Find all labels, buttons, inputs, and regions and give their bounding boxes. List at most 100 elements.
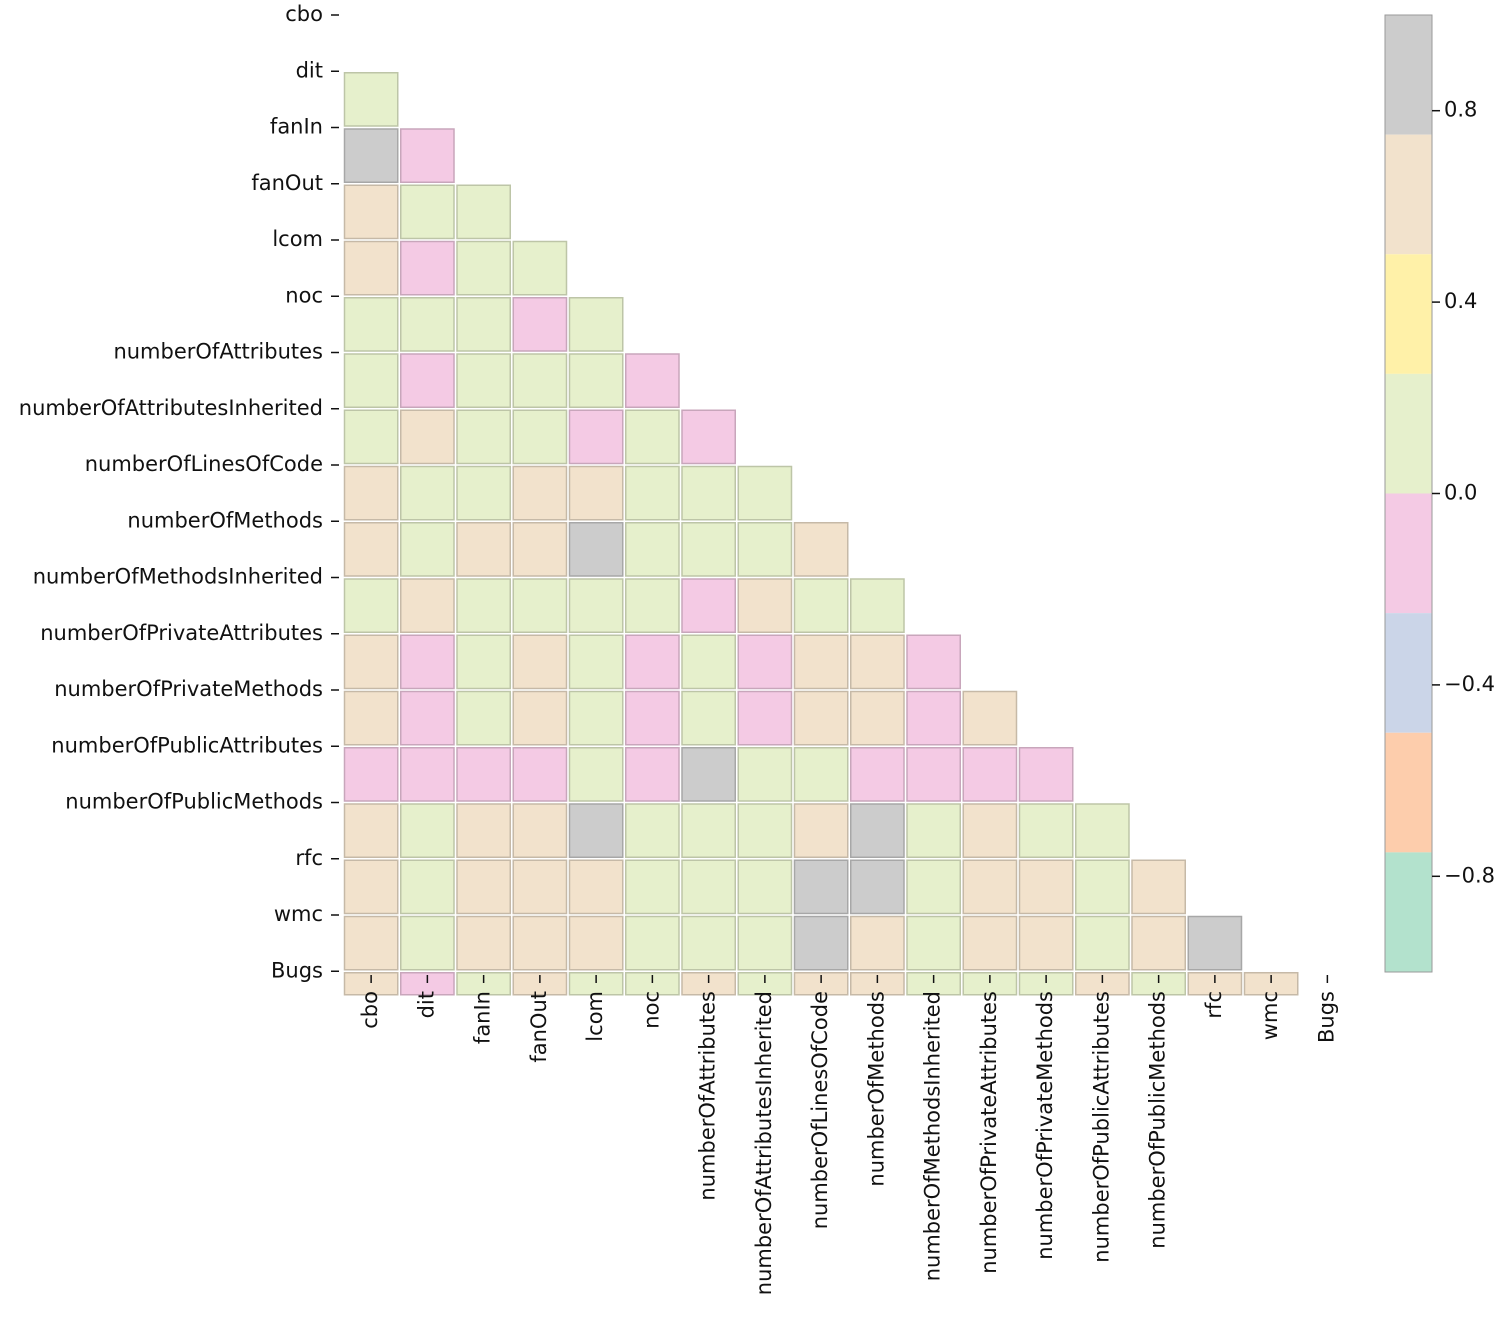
colorbar-tick-label: −0.8 [1444,863,1495,887]
heatmap-cell-numberOfLinesOfCode-fanOut [512,465,568,521]
heatmap-cell-fanIn-dit [400,128,455,183]
heatmap-cell-numberOfPublicMethods-fanIn [456,803,511,858]
heatmap-cell-numberOfAttributesInherited-numberOfAttributes [681,409,736,465]
heatmap-cell-numberOfPrivateMethods-numberOfMethods [850,690,905,746]
x-tick-label: fanIn [471,991,495,1044]
colorbar-segment [1385,493,1432,614]
heatmap-cell-Bugs-numberOfAttributes [681,972,736,996]
heatmap-cell-numberOfPublicMethods-numberOfLinesOfCode [793,803,849,858]
heatmap-cell-numberOfMethods-cbo [343,522,399,577]
heatmap-cell-numberOfPublicMethods-fanOut [512,803,568,858]
heatmap-cell-numberOfLinesOfCode-fanIn [456,465,511,521]
heatmap-cells [343,72,1299,996]
heatmap-cell-numberOfPublicAttributes-numberOfMethodsInherited [906,747,961,802]
heatmap-cell-numberOfAttributes-fanIn [456,353,511,408]
x-tick-label: numberOfPrivateAttributes [977,991,1001,1274]
x-tick-label: numberOfLinesOfCode [808,991,832,1229]
heatmap-cell-Bugs-noc [625,972,680,996]
y-tick-label: rfc [295,846,323,870]
heatmap-cell-numberOfPrivateAttributes-numberOfLinesOfCode [793,634,849,690]
heatmap-cell-Bugs-dit [400,972,455,996]
heatmap-cell-wmc-numberOfAttributesInherited [737,915,793,971]
heatmap-cell-numberOfMethodsInherited-lcom [568,578,624,633]
heatmap-cell-lcom-fanIn [456,240,511,296]
heatmap-cell-numberOfLinesOfCode-numberOfAttributesInherited [737,465,793,521]
heatmap-cell-lcom-dit [400,240,455,296]
heatmap-cell-Bugs-fanIn [456,972,511,996]
heatmap-cell-numberOfMethods-fanIn [456,522,511,577]
y-tick-label: numberOfAttributes [113,340,323,364]
heatmap-cell-numberOfAttributes-lcom [568,353,624,408]
heatmap-cell-wmc-numberOfPrivateAttributes [962,915,1018,971]
heatmap-cell-numberOfPrivateAttributes-lcom [568,634,624,690]
heatmap-cell-numberOfPrivateMethods-numberOfPrivateAttributes [962,690,1018,746]
heatmap-cell-numberOfPrivateAttributes-cbo [343,634,399,690]
heatmap-cell-wmc-rfc [1187,915,1243,971]
heatmap-cell-rfc-numberOfPublicMethods [1131,859,1186,915]
colorbar-segment [1385,134,1432,255]
y-tick-label: noc [285,283,323,307]
heatmap-cell-rfc-numberOfPrivateMethods [1018,859,1074,915]
heatmap-cell-Bugs-numberOfMethods [850,972,905,996]
heatmap-cell-numberOfPublicMethods-dit [400,803,455,858]
heatmap-cell-noc-cbo [343,297,399,352]
heatmap-cell-Bugs-lcom [568,972,624,996]
y-tick-label: numberOfPrivateAttributes [40,621,323,645]
heatmap-cell-numberOfAttributesInherited-dit [400,409,455,465]
heatmap-cell-numberOfPrivateMethods-dit [400,690,455,746]
y-tick-label: fanIn [270,115,323,139]
y-tick-label: wmc [274,902,323,926]
x-tick-label: numberOfPublicAttributes [1089,991,1113,1263]
heatmap-cell-Bugs-fanOut [512,972,568,996]
heatmap-cell-numberOfAttributesInherited-cbo [343,409,399,465]
heatmap-cell-numberOfPublicAttributes-numberOfLinesOfCode [793,747,849,802]
heatmap-cell-rfc-noc [625,859,680,915]
heatmap-cell-numberOfPrivateAttributes-noc [625,634,680,690]
heatmap-cell-numberOfPublicAttributes-numberOfAttributes [681,747,736,802]
heatmap-cell-numberOfMethodsInherited-fanIn [456,578,511,633]
heatmap-cell-rfc-numberOfLinesOfCode [793,859,849,915]
heatmap-cell-numberOfAttributes-fanOut [512,353,568,408]
heatmap-cell-fanOut-fanIn [456,184,511,240]
heatmap-cell-numberOfPublicAttributes-noc [625,747,680,802]
heatmap-cell-numberOfAttributes-dit [400,353,455,408]
heatmap-cell-numberOfAttributes-noc [625,353,680,408]
x-tick-label: numberOfPublicMethods [1146,991,1170,1249]
heatmap-cell-lcom-fanOut [512,240,568,296]
heatmap-cell-wmc-numberOfMethodsInherited [906,915,961,971]
heatmap-cell-rfc-numberOfMethodsInherited [906,859,961,915]
heatmap-cell-Bugs-numberOfLinesOfCode [793,972,849,996]
heatmap-cell-numberOfPublicAttributes-fanOut [512,747,568,802]
colorbar-tick-label: 0.8 [1444,98,1477,122]
heatmap-cell-numberOfPublicMethods-numberOfMethods [850,803,905,858]
heatmap-cell-numberOfPrivateAttributes-numberOfAttributes [681,634,736,690]
heatmap-cell-numberOfPublicMethods-numberOfAttributesInherited [737,803,793,858]
heatmap-cell-numberOfPrivateMethods-fanOut [512,690,568,746]
colorbar-segment [1385,852,1432,973]
heatmap-cell-rfc-cbo [343,859,399,915]
x-tick-label: lcom [583,991,607,1042]
heatmap-cell-numberOfLinesOfCode-cbo [343,465,399,521]
y-tick-label: cbo [285,2,323,26]
heatmap-cell-numberOfAttributesInherited-lcom [568,409,624,465]
heatmap-cell-Bugs-rfc [1187,972,1243,996]
heatmap-cell-numberOfPrivateAttributes-numberOfAttributesInherited [737,634,793,690]
heatmap-cell-rfc-fanOut [512,859,568,915]
heatmap-cell-numberOfLinesOfCode-noc [625,465,680,521]
heatmap-cell-numberOfLinesOfCode-dit [400,465,455,521]
heatmap-cell-rfc-dit [400,859,455,915]
y-tick-label: dit [296,58,323,82]
heatmap-cell-numberOfMethods-noc [625,522,680,577]
colorbar: 0.8 0.4 0.0 −0.4 −0.8 [1384,14,1495,973]
heatmap-cell-numberOfPrivateMethods-numberOfMethodsInherited [906,690,961,746]
heatmap-cell-numberOfPublicAttributes-lcom [568,747,624,802]
heatmap-cell-wmc-numberOfMethods [850,915,905,971]
heatmap-cell-noc-dit [400,297,455,352]
heatmap-cell-numberOfPublicMethods-cbo [343,803,399,858]
heatmap-cell-numberOfLinesOfCode-lcom [568,465,624,521]
heatmap-cell-rfc-numberOfPrivateAttributes [962,859,1018,915]
heatmap-cell-numberOfAttributesInherited-fanIn [456,409,511,465]
colorbar-tick-label: −0.4 [1444,672,1495,696]
heatmap-cell-numberOfMethodsInherited-dit [400,578,455,633]
